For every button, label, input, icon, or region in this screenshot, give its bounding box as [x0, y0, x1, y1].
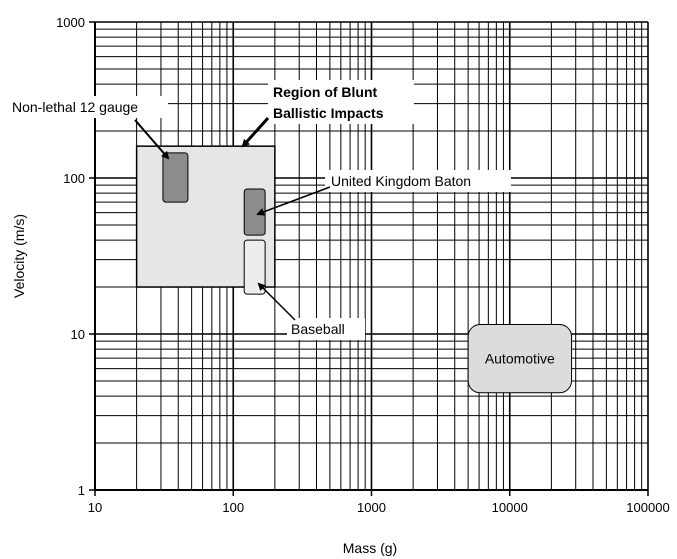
- y-tick-label: 1: [78, 483, 85, 498]
- annotation-non-lethal-12-gauge: Non-lethal 12 gauge: [8, 96, 170, 160]
- y-axis-label: Velocity (m/s): [11, 214, 27, 298]
- y-tick-label: 100: [63, 171, 85, 186]
- annotation-region: Region of Blunt Ballistic Impacts: [241, 80, 414, 148]
- label-non-lethal-12-gauge: Non-lethal 12 gauge: [12, 99, 138, 115]
- x-tick-label: 100000: [626, 500, 669, 515]
- label-baseball: Baseball: [291, 321, 345, 337]
- x-tick-label: 10: [88, 500, 102, 515]
- region-non-lethal-12-gauge: [162, 152, 189, 203]
- annotation-baseball: Baseball: [257, 282, 365, 340]
- label-uk-baton: United Kingdom Baton: [331, 173, 471, 189]
- label-region: Region of Blunt Ballistic Impacts: [273, 84, 384, 121]
- x-tick-label: 10000: [492, 500, 528, 515]
- y-tick-label: 10: [71, 327, 85, 342]
- x-axis-label: Mass (g): [343, 540, 397, 556]
- annotation-uk-baton: United Kingdom Baton: [256, 170, 511, 216]
- label-automotive: Automotive: [485, 351, 555, 367]
- region-baseball: [243, 239, 266, 295]
- x-tick-label: 1000: [357, 500, 386, 515]
- annotations: Non-lethal 12 gauge Region of Blunt Ball…: [8, 80, 555, 367]
- x-tick-label: 100: [222, 500, 244, 515]
- y-tick-label: 1000: [56, 15, 85, 30]
- region-automotive: [467, 324, 573, 394]
